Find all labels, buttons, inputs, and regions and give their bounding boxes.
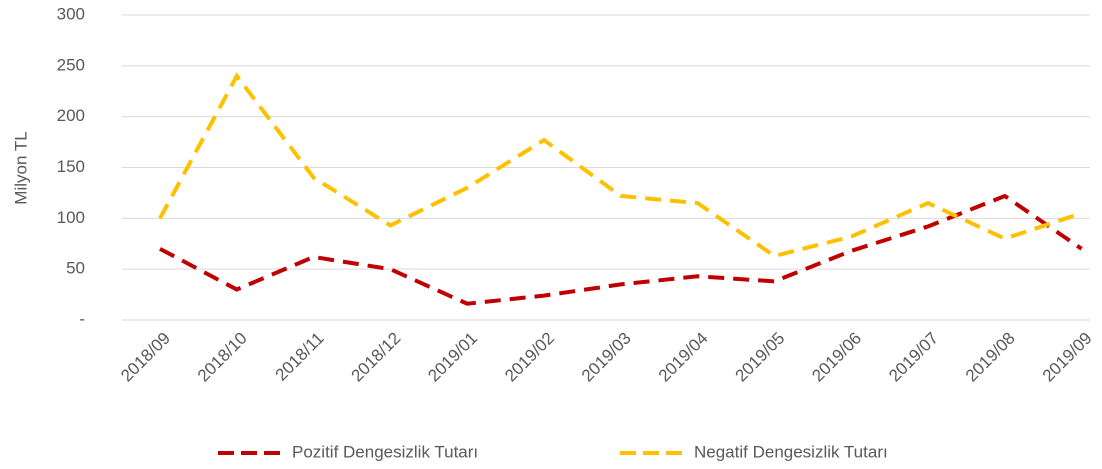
x-tick-label: 2019/06: [808, 329, 865, 386]
y-tick-label: 300: [57, 4, 85, 23]
x-tick-label: 2019/07: [885, 329, 942, 386]
legend-label: Negatif Dengesizlik Tutarı: [694, 442, 888, 461]
x-tick-label: 2018/10: [194, 329, 251, 386]
x-tick-label: 2018/12: [348, 329, 405, 386]
x-tick-label: 2019/01: [424, 329, 481, 386]
line: [159, 193, 1083, 306]
legend-label: Pozitif Dengesizlik Tutarı: [292, 442, 478, 461]
y-axis-label: Milyon TL: [11, 131, 30, 204]
x-tick-label: 2019/02: [501, 329, 558, 386]
y-tick-label: 250: [57, 55, 85, 74]
x-tick-label: 2019/08: [962, 329, 1019, 386]
x-tick-label: 2019/09: [1039, 329, 1096, 386]
y-tick-label: 200: [57, 106, 85, 125]
x-tick-label: 2019/03: [578, 329, 635, 386]
y-tick-label: 50: [66, 259, 85, 278]
y-tick-label: 150: [57, 157, 85, 176]
line: [158, 72, 1083, 259]
y-tick-label: -: [79, 309, 85, 328]
x-tick-label: 2018/11: [272, 329, 328, 385]
x-tick-label: 2019/05: [732, 329, 789, 386]
y-tick-label: 100: [57, 208, 85, 227]
x-tick-label: 2018/09: [117, 329, 174, 386]
x-tick-label: 2019/04: [655, 329, 712, 386]
